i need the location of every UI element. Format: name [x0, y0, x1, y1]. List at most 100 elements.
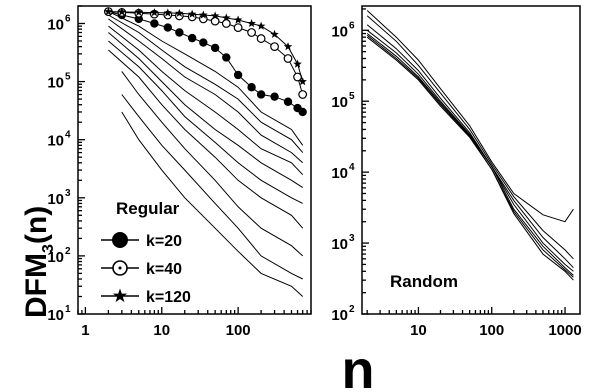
y-tick-base: 10 — [47, 133, 64, 150]
series-line-2 — [366, 15, 574, 260]
y-tick-exponent: 4 — [349, 162, 355, 173]
y-tick-exponent: 5 — [65, 72, 71, 83]
data-point — [134, 7, 144, 16]
data-point — [247, 83, 256, 92]
y-tick-base: 10 — [331, 236, 348, 253]
data-point — [256, 21, 266, 30]
series-line-10 — [121, 111, 304, 297]
y-tick-exponent: 5 — [349, 91, 355, 102]
series-line-4 — [108, 25, 304, 176]
series-line-1 — [108, 11, 304, 146]
y-tick-exponent: 3 — [349, 233, 355, 244]
data-point — [210, 16, 220, 26]
y-axis-label-subscript: 3 — [40, 244, 57, 253]
data-point — [247, 18, 256, 28]
data-point — [104, 7, 113, 16]
series-line-2 — [108, 14, 304, 153]
x-tick-label: 100 — [226, 322, 251, 339]
legend-entry-k40: k=40 — [101, 260, 182, 278]
legend-label-k40: k=40 — [146, 261, 182, 278]
y-tick-base: 10 — [47, 16, 64, 33]
data-point — [187, 33, 197, 43]
data-point — [163, 8, 173, 17]
data-point — [298, 90, 308, 99]
legend-marker-open-circle-dot — [118, 266, 122, 270]
y-tick-exponent: 2 — [349, 304, 355, 315]
y-tick-base: 10 — [47, 75, 64, 92]
y-axis-label-main: DFM — [20, 253, 53, 318]
x-tick-label: 1000 — [548, 322, 581, 339]
y-axis-label: DFM3(n) — [20, 206, 57, 318]
y-tick-base: 10 — [331, 23, 348, 40]
y-tick-base: 10 — [47, 191, 64, 208]
y-tick-label: 10 — [331, 94, 348, 111]
y-tick-label: 10 — [47, 307, 64, 324]
panel-annotation: Random — [390, 272, 458, 291]
y-tick-exponent: 1 — [65, 304, 71, 315]
legend-title: Regular — [116, 199, 180, 218]
legend-entry-k20: k=20 — [101, 232, 182, 250]
y-tick-label: 10 — [47, 16, 64, 33]
data-point — [222, 13, 231, 22]
left-marked-series — [103, 7, 308, 117]
y-axis-label-suffix: (n) — [20, 206, 53, 244]
data-point — [293, 59, 302, 68]
y-tick-exponent: 3 — [65, 188, 71, 199]
legend-marker-filled-circle — [112, 232, 128, 248]
x-tick-label: 10 — [410, 322, 427, 339]
series-line-6 — [366, 34, 574, 278]
y-tick-base: 10 — [331, 307, 348, 324]
data-point — [270, 29, 279, 38]
data-point — [283, 42, 293, 51]
data-point — [283, 54, 293, 63]
y-tick-label: 10 — [331, 165, 348, 182]
y-tick-label: 10 — [331, 23, 348, 40]
data-point — [187, 9, 197, 18]
data-point — [270, 42, 279, 52]
y-tick-base: 10 — [331, 165, 348, 182]
left-plot-frame — [77, 5, 312, 315]
x-tick-label: 10 — [153, 322, 170, 339]
x-axis-label: n — [342, 340, 375, 392]
y-tick-label: 10 — [331, 307, 348, 324]
data-point — [283, 97, 293, 106]
marked-series-k120 — [104, 7, 307, 86]
data-point — [210, 11, 220, 20]
y-tick-exponent: 6 — [349, 20, 355, 31]
x-tick-label: 100 — [479, 322, 504, 339]
data-point — [175, 8, 184, 17]
marked-series-line — [108, 11, 304, 95]
data-point — [150, 19, 159, 28]
data-point — [221, 19, 231, 28]
legend-marker-star — [112, 288, 128, 303]
series-line-8 — [121, 71, 304, 257]
data-point — [222, 53, 231, 62]
right-plain-series — [366, 10, 574, 281]
y-tick-base: 10 — [47, 249, 64, 266]
legend-label-k120: k=120 — [146, 289, 191, 306]
data-point — [199, 38, 208, 47]
series-line-3 — [108, 18, 304, 164]
series-line-4 — [366, 29, 574, 272]
data-point — [233, 70, 243, 80]
x-tick-label: 1 — [81, 322, 89, 339]
y-tick-exponent: 6 — [65, 13, 71, 24]
y-tick-label: 10 — [47, 249, 64, 266]
data-point — [233, 23, 243, 32]
series-line-6 — [108, 40, 303, 204]
data-point — [256, 34, 266, 43]
y-tick-label: 10 — [47, 133, 64, 150]
y-tick-label: 10 — [47, 75, 64, 92]
legend-entry-k120: k=120 — [101, 288, 191, 306]
data-point — [175, 28, 184, 37]
series-line-7 — [366, 36, 574, 281]
data-point — [298, 77, 307, 86]
series-line-9 — [121, 94, 303, 280]
y-tick-base: 10 — [331, 94, 348, 111]
series-line-5 — [366, 33, 574, 276]
right-plot-frame — [361, 5, 581, 315]
data-point — [270, 92, 279, 101]
